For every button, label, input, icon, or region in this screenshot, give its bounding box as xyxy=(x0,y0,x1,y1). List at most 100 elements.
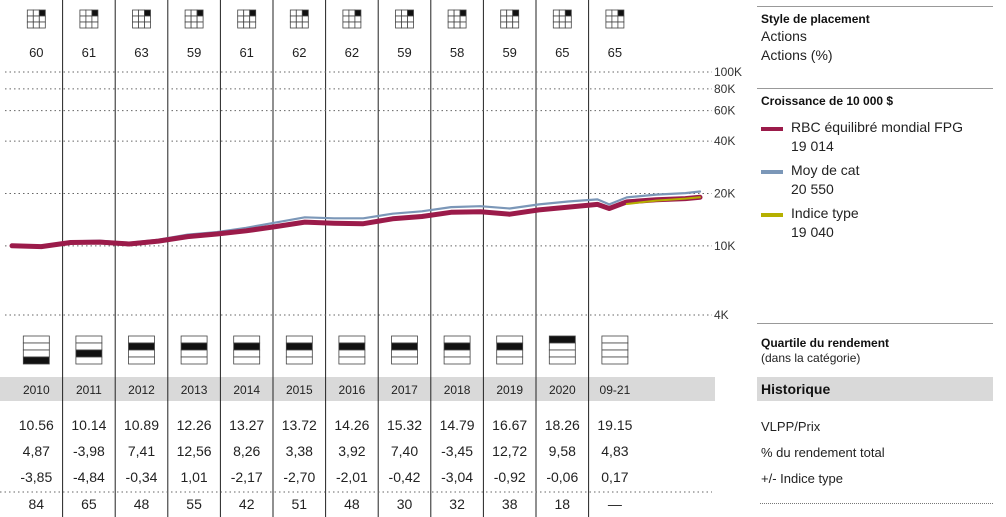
style-box-cell xyxy=(91,21,99,29)
history-cell: 9,58 xyxy=(549,443,576,459)
history-years-band xyxy=(0,377,715,401)
legend-index-name: Indice type xyxy=(791,205,859,221)
legend-fund-name: RBC équilibré mondial FPG xyxy=(791,119,963,135)
history-cell: -3,85 xyxy=(20,469,52,485)
style-box-cell xyxy=(91,9,99,17)
style-box-cell xyxy=(196,9,204,17)
growth-title: Croissance de 10 000 $ xyxy=(761,94,894,108)
style-box-cell xyxy=(190,9,198,17)
style-box-cell xyxy=(558,15,566,23)
style-box-cell xyxy=(79,15,87,23)
legend-category-name: Moy de cat xyxy=(791,162,860,178)
quartile-cell xyxy=(75,356,103,365)
quartile-cell xyxy=(180,342,208,351)
y-tick-label: 60K xyxy=(714,104,735,118)
style-box-cell xyxy=(453,21,461,29)
style-box-cell xyxy=(85,21,93,29)
legend-category-value: 20 550 xyxy=(791,181,834,197)
style-line-2: Actions (%) xyxy=(761,47,833,63)
history-cell: 14.79 xyxy=(440,417,475,433)
style-box-cell xyxy=(459,9,467,17)
style-score: 60 xyxy=(29,45,43,60)
quartile-cell xyxy=(285,356,313,365)
history-cell: -0,06 xyxy=(546,469,578,485)
style-box-cell xyxy=(289,9,297,17)
style-box-cell xyxy=(395,9,402,17)
quartile-cell xyxy=(601,342,629,351)
style-score: 58 xyxy=(450,45,464,60)
style-box-cell xyxy=(407,15,414,23)
style-box-icon xyxy=(289,9,309,29)
history-year: 2020 xyxy=(549,383,576,397)
style-box-cell xyxy=(144,21,151,29)
history-cell: 1,01 xyxy=(180,469,207,485)
style-box-cell xyxy=(512,9,520,17)
history-title: Historique xyxy=(761,381,831,397)
style-box-cell xyxy=(354,15,362,23)
style-box-cell xyxy=(243,15,251,23)
style-box-cell xyxy=(512,21,520,29)
row-label-price: VLPP/Prix xyxy=(761,419,821,434)
quartile-icon xyxy=(548,335,576,365)
style-box-cell xyxy=(190,15,198,23)
style-box-cell xyxy=(407,21,414,29)
quartile-cell xyxy=(338,335,366,344)
style-box-cell xyxy=(564,21,572,29)
style-box-cell xyxy=(447,15,455,23)
legend-category-swatch xyxy=(761,170,783,174)
style-box-icon xyxy=(26,9,46,29)
style-box-cell xyxy=(237,15,245,23)
history-cell: 18 xyxy=(555,496,571,512)
style-box-cell xyxy=(564,15,572,23)
style-title: Style de placement xyxy=(761,12,870,26)
style-score: 61 xyxy=(239,45,253,60)
style-box-cell xyxy=(138,9,145,17)
history-year: 2013 xyxy=(181,383,208,397)
style-box-cell xyxy=(196,21,204,29)
quartile-cell xyxy=(496,335,524,344)
style-box-cell xyxy=(249,15,257,23)
style-box-cell xyxy=(552,15,560,23)
legend-fund-value: 19 014 xyxy=(791,138,834,154)
style-box-cell xyxy=(184,9,192,17)
history-cell: 12,72 xyxy=(492,443,527,459)
quartile-cell xyxy=(180,349,208,358)
quartile-cell xyxy=(233,349,261,358)
style-box-cell xyxy=(190,21,198,29)
quartile-cell xyxy=(233,335,261,344)
quartile-cell xyxy=(548,349,576,358)
quartile-subtitle: (dans la catégorie) xyxy=(761,351,861,365)
growth-rule xyxy=(757,88,993,89)
style-box-icon xyxy=(500,9,520,29)
history-year: 2015 xyxy=(286,383,313,397)
quartile-icon xyxy=(496,335,524,365)
quartile-cell xyxy=(128,342,155,351)
style-box-cell xyxy=(407,9,414,17)
legend-index-swatch xyxy=(761,213,783,217)
style-box-cell xyxy=(453,15,461,23)
history-cell: -2,01 xyxy=(336,469,368,485)
quartile-cell xyxy=(285,335,313,344)
style-box-cell xyxy=(611,9,619,17)
style-score: 62 xyxy=(292,45,306,60)
style-box-icon xyxy=(552,9,572,29)
y-tick-label: 100K xyxy=(714,65,742,79)
quartile-cell xyxy=(391,349,418,358)
style-score: 59 xyxy=(502,45,516,60)
quartile-cell xyxy=(548,342,576,351)
style-box-cell xyxy=(558,21,566,29)
quartile-cell xyxy=(285,349,313,358)
style-box-cell xyxy=(342,9,350,17)
style-box-cell xyxy=(342,21,350,29)
history-year: 2017 xyxy=(391,383,418,397)
style-score: 62 xyxy=(345,45,359,60)
history-cell: -4,84 xyxy=(73,469,105,485)
style-box-cell xyxy=(301,9,309,17)
quartile-icon xyxy=(75,335,103,365)
style-box-cell xyxy=(184,15,192,23)
style-score: 59 xyxy=(187,45,201,60)
style-box-icon xyxy=(132,9,151,29)
quartile-icon xyxy=(128,335,155,365)
history-cell: 13.27 xyxy=(229,417,264,433)
history-cell: 0,17 xyxy=(601,469,628,485)
